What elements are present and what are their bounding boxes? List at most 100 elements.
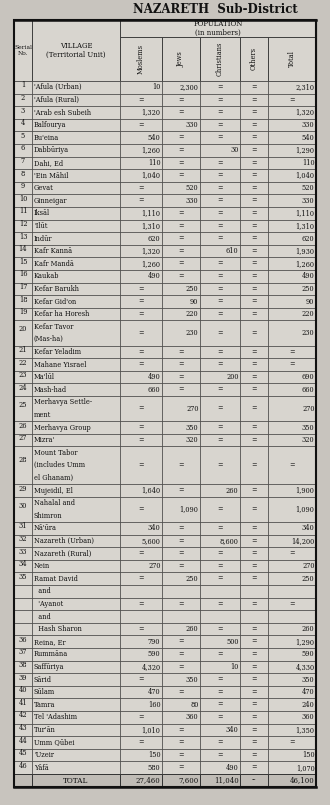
Text: =: = <box>138 96 144 104</box>
Bar <box>268 724 316 737</box>
Text: 490: 490 <box>226 764 239 772</box>
Text: =: = <box>178 247 184 255</box>
Text: =: = <box>251 405 257 413</box>
Text: and: and <box>34 613 51 621</box>
Text: 34: 34 <box>19 560 27 568</box>
Bar <box>268 396 316 421</box>
Bar <box>32 661 120 673</box>
Text: 35: 35 <box>19 573 27 581</box>
Bar <box>240 686 268 699</box>
Text: =: = <box>217 675 223 683</box>
Text: 150: 150 <box>148 751 160 759</box>
Bar <box>200 699 240 711</box>
Bar <box>240 610 268 623</box>
Bar <box>120 371 162 383</box>
Bar <box>32 686 120 699</box>
Bar <box>240 396 268 421</box>
Bar <box>32 169 120 182</box>
Bar <box>14 447 32 484</box>
Text: 4,330: 4,330 <box>295 663 314 671</box>
Text: 23: 23 <box>19 371 27 379</box>
Bar <box>120 737 162 749</box>
Text: 39: 39 <box>19 674 27 682</box>
Bar <box>14 661 32 673</box>
Bar <box>200 93 240 106</box>
Text: =: = <box>251 285 257 293</box>
Text: Kefar Barukh: Kefar Barukh <box>34 285 79 293</box>
Bar <box>32 421 120 434</box>
Bar <box>200 711 240 724</box>
Text: =: = <box>138 575 144 583</box>
Text: 1,290: 1,290 <box>295 638 314 646</box>
Text: =: = <box>217 184 223 192</box>
Text: 270: 270 <box>186 405 199 413</box>
Bar <box>14 635 32 648</box>
Bar <box>120 93 162 106</box>
Text: POPULATION
(in numbers): POPULATION (in numbers) <box>193 20 243 37</box>
Text: =: = <box>217 285 223 293</box>
Text: =: = <box>217 524 223 532</box>
Bar <box>32 572 120 585</box>
Text: 9: 9 <box>21 182 25 190</box>
Text: =: = <box>217 272 223 280</box>
Text: 6: 6 <box>21 144 25 152</box>
Bar <box>268 434 316 447</box>
Text: 'Uzeir: 'Uzeir <box>34 751 54 759</box>
Bar <box>32 484 120 497</box>
Bar <box>268 535 316 547</box>
Bar <box>200 106 240 119</box>
Text: (Mas-ha): (Mas-ha) <box>34 336 64 343</box>
Bar <box>32 220 120 232</box>
Bar <box>200 37 240 81</box>
Bar <box>32 774 120 787</box>
Text: 4: 4 <box>21 119 25 127</box>
Bar <box>14 737 32 749</box>
Bar <box>200 396 240 421</box>
Text: =: = <box>251 675 257 683</box>
Bar <box>32 258 120 270</box>
Text: =: = <box>251 650 257 658</box>
Text: =: = <box>251 575 257 583</box>
Text: 41: 41 <box>19 699 27 707</box>
Bar <box>162 396 200 421</box>
Bar <box>120 585 162 597</box>
Text: 5,600: 5,600 <box>142 537 160 545</box>
Text: 15: 15 <box>19 258 27 266</box>
Text: =: = <box>289 96 295 104</box>
Bar <box>200 597 240 610</box>
Bar <box>32 20 120 81</box>
Text: 320: 320 <box>186 436 199 444</box>
Bar <box>268 320 316 345</box>
Text: 500: 500 <box>226 638 239 646</box>
Text: 150: 150 <box>302 751 314 759</box>
Bar <box>200 648 240 661</box>
Text: =: = <box>138 506 144 514</box>
Text: =: = <box>251 209 257 217</box>
Text: Ginneigar: Ginneigar <box>34 196 68 204</box>
Text: 540: 540 <box>148 134 160 142</box>
Bar <box>32 345 120 358</box>
Text: 580: 580 <box>148 764 160 772</box>
Bar <box>200 131 240 144</box>
Text: Kaukab: Kaukab <box>34 272 59 280</box>
Bar <box>200 547 240 559</box>
Bar <box>32 585 120 597</box>
Text: =: = <box>251 184 257 192</box>
Bar <box>32 699 120 711</box>
Bar <box>268 131 316 144</box>
Text: Bu'eina: Bu'eina <box>34 134 59 142</box>
Bar <box>120 661 162 673</box>
Bar <box>32 610 120 623</box>
Text: =: = <box>178 373 184 381</box>
Text: =: = <box>217 134 223 142</box>
Bar <box>162 447 200 484</box>
Text: =: = <box>178 109 184 117</box>
Text: =: = <box>217 109 223 117</box>
Text: =: = <box>217 196 223 204</box>
Bar <box>162 559 200 572</box>
Bar <box>268 283 316 295</box>
Text: =: = <box>251 600 257 608</box>
Text: 590: 590 <box>302 650 314 658</box>
Bar <box>240 106 268 119</box>
Text: =: = <box>251 272 257 280</box>
